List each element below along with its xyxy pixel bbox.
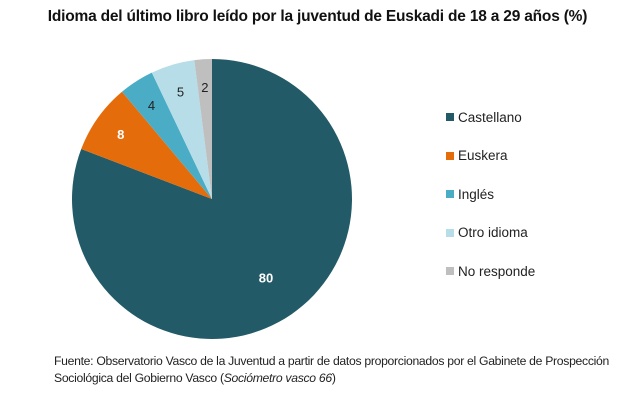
- legend-item-ingles: Inglés: [446, 175, 535, 214]
- legend-label: Inglés: [458, 186, 495, 202]
- legend-swatch-otro-idioma: [446, 228, 454, 237]
- legend-swatch-castellano: [446, 113, 454, 122]
- pie-value-label: 80: [259, 270, 273, 285]
- pie-slice-castellano: [71, 59, 352, 339]
- pie-slice-otro-idioma: [151, 60, 212, 199]
- pie-slice-euskera: [81, 91, 212, 199]
- pie-value-label: 8: [117, 127, 124, 142]
- legend-swatch-ingles: [446, 190, 454, 199]
- pie-slice-inglés: [122, 72, 212, 199]
- pie-value-label: 4: [148, 98, 155, 113]
- source-italic: Sociómetro vasco 66: [223, 371, 332, 385]
- pie-slices: [71, 59, 352, 339]
- chart-title: Idioma del último libro leído por la juv…: [47, 8, 588, 25]
- source-prefix: Fuente: Observatorio Vasco de la Juventu…: [54, 354, 609, 385]
- legend-label: Otro idioma: [458, 225, 528, 241]
- legend-label: Castellano: [458, 109, 522, 125]
- source-suffix: ): [331, 371, 336, 385]
- legend-item-castellano: Castellano: [446, 98, 535, 137]
- legend-item-otro-idioma: Otro idioma: [446, 214, 535, 253]
- legend-label: No responde: [458, 263, 536, 279]
- legend-swatch-euskera: [446, 151, 454, 160]
- legend-label: Euskera: [458, 148, 508, 164]
- pie-slice-no-responde: [194, 59, 212, 199]
- pie-value-label: 2: [201, 80, 208, 95]
- pie-labels: 80 8 4 5 2: [117, 80, 273, 285]
- source-note: Fuente: Observatorio Vasco de la Juventu…: [54, 353, 624, 387]
- legend-item-no-responde: No responde: [446, 252, 535, 291]
- legend-item-euskera: Euskera: [446, 137, 535, 176]
- legend: Castellano Euskera Inglés Otro idioma No…: [446, 98, 535, 291]
- pie-value-label: 5: [177, 85, 184, 100]
- legend-swatch-no-responde: [446, 267, 454, 276]
